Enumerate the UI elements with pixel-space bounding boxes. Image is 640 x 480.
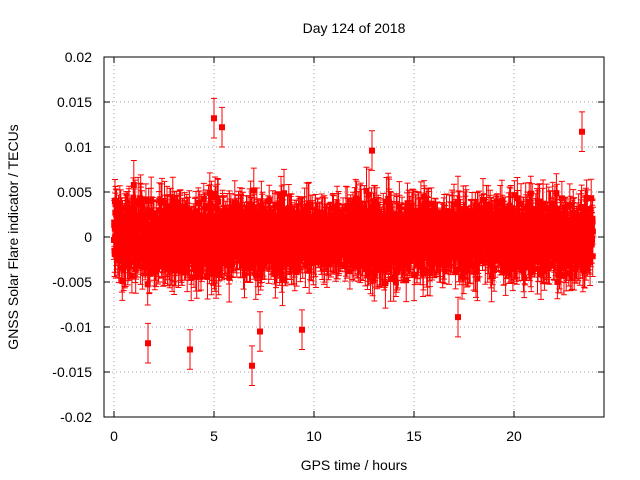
x-tick-label: 20 (506, 428, 522, 444)
x-tick-label: 15 (406, 428, 422, 444)
y-tick-label: 0.005 (57, 184, 92, 200)
x-tick-label: 5 (210, 428, 218, 444)
y-tick-label: 0.015 (57, 94, 92, 110)
axis-ticks: 0 5 10 15 20 -0.02 -0.015 -0.01 -0.005 0 0.005 0.01… (52, 49, 604, 444)
chart-title: Day 124 of 2018 (303, 20, 406, 36)
y-tick-label: -0.02 (60, 409, 92, 425)
x-tick-label: 0 (110, 428, 118, 444)
y-axis-label: GNSS Solar Flare indicator / TECUs (5, 124, 21, 349)
x-axis-label: GPS time / hours (301, 457, 408, 473)
y-tick-label: -0.005 (52, 274, 92, 290)
y-tick-label: -0.015 (52, 364, 92, 380)
x-tick-label: 10 (306, 428, 322, 444)
data-points (111, 115, 596, 369)
y-tick-label: 0 (84, 229, 92, 245)
data-series (111, 97, 596, 386)
y-tick-label: -0.01 (60, 319, 92, 335)
y-tick-label: 0.02 (65, 49, 92, 65)
y-tick-label: 0.01 (65, 139, 92, 155)
